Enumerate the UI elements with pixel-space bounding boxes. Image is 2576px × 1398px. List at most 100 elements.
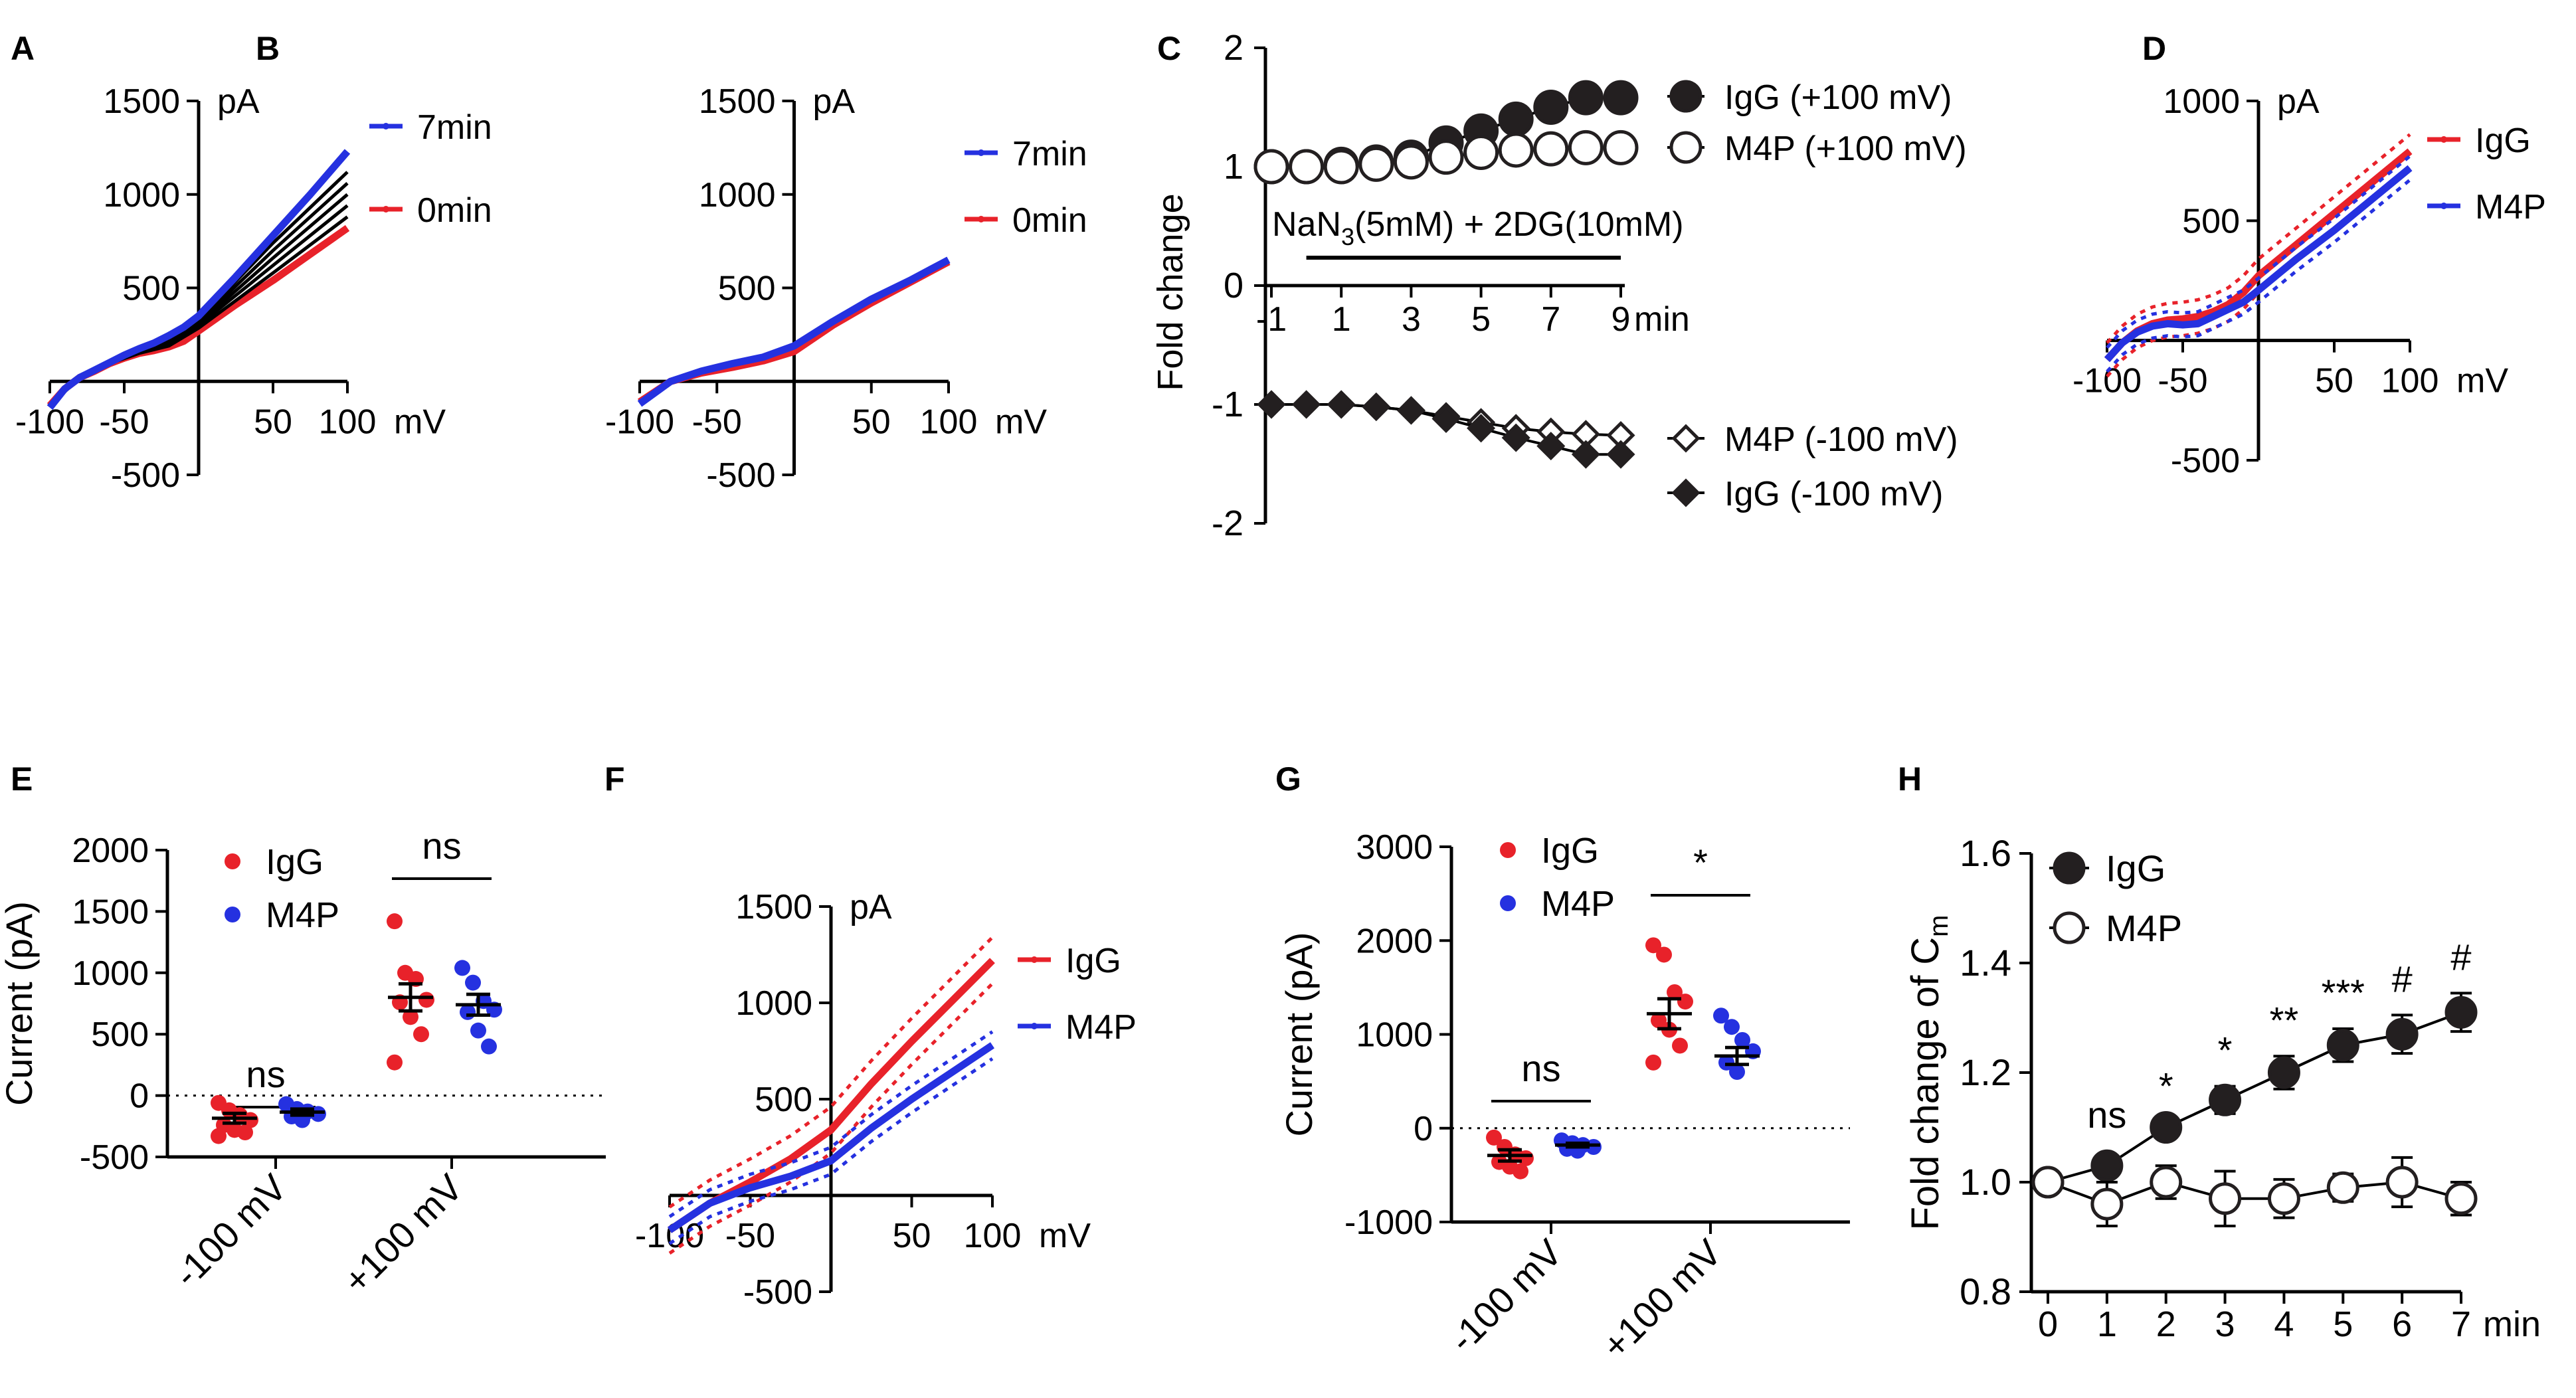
legend-dot-igg (2440, 136, 2447, 143)
data-point (1533, 131, 1569, 167)
legend-label-m4p: M4P (2475, 188, 2546, 226)
legend-label-0min: 0min (1012, 201, 1087, 240)
y-tick-label: -2 (1212, 503, 1243, 543)
y-tick-label: 0 (1414, 1110, 1433, 1148)
panel-label-G: G (1275, 760, 1301, 798)
data-point (1362, 393, 1391, 422)
y-tick-label: 1500 (735, 888, 812, 926)
legend-label-m4p: M4P (2106, 907, 2182, 949)
data-point-m4p (465, 974, 481, 991)
y-tick-label: 1000 (699, 176, 776, 215)
data-point-m4p (470, 1022, 486, 1039)
legend-label: M4P (+100 mV) (1724, 130, 1967, 168)
x-axis-unit: min (2483, 1304, 2541, 1344)
data-point-igg (2090, 1149, 2124, 1182)
significance-label: * (2218, 1029, 2233, 1071)
data-point (1606, 440, 1635, 469)
data-point-igg (1645, 1054, 1661, 1071)
data-point-igg (1667, 984, 1683, 1000)
data-point (1533, 90, 1569, 125)
data-point (1393, 144, 1429, 180)
data-point-igg (2150, 1111, 2183, 1144)
sem-upper-igg (2106, 133, 2411, 344)
y-tick-label: -500 (743, 1273, 812, 1312)
legend-dot-m4p (1500, 895, 1516, 911)
y-tick-label: 500 (755, 1081, 812, 1119)
x-axis-unit: mV (995, 402, 1047, 441)
data-point-igg (237, 1124, 253, 1141)
significance-label: *** (2322, 972, 2365, 1013)
data-point-igg (1513, 1163, 1528, 1180)
x-tick-label: -100 (15, 402, 84, 441)
x-tick-label: 7 (2451, 1304, 2471, 1344)
y-tick-label: 1500 (72, 893, 149, 931)
trace-m4p (667, 1042, 995, 1233)
x-tick-label: -50 (692, 402, 742, 441)
significance-label: * (2159, 1065, 2173, 1106)
legend-dot-7min (383, 123, 389, 130)
data-point (1289, 149, 1325, 185)
legend-marker (1671, 478, 1701, 507)
y-tick-label: 0 (130, 1077, 149, 1116)
data-point-igg (2209, 1083, 2242, 1116)
x-tick-label: -50 (725, 1217, 775, 1255)
legend-dot-m4p (2440, 203, 2447, 209)
data-point (1463, 135, 1499, 171)
x-tick-label: 9 (1611, 300, 1631, 339)
significance-label: ns (1521, 1047, 1560, 1089)
x-tick-label: 50 (852, 402, 891, 441)
legend-label: IgG (+100 mV) (1724, 78, 1952, 117)
x-tick-label: 2 (2156, 1304, 2176, 1344)
significance-label: # (2392, 958, 2413, 1000)
data-point-m4p (2444, 1182, 2478, 1215)
y-axis-unit: pA (850, 888, 892, 926)
data-point (1428, 139, 1464, 175)
x-tick-label: 6 (2392, 1304, 2412, 1344)
y-axis-unit: pA (2277, 82, 2320, 121)
x-axis-unit: mV (1039, 1217, 1091, 1255)
data-point (1327, 390, 1356, 419)
data-point (1257, 390, 1286, 419)
x-tick-label: 4 (2274, 1304, 2294, 1344)
x-tick-label: -100 (2072, 362, 2142, 400)
category-label-1: +100 mV (335, 1166, 471, 1302)
category-label-0: -100 mV (1441, 1231, 1570, 1360)
y-tick-label: 500 (2182, 202, 2240, 240)
x-tick-label: 100 (2381, 362, 2439, 400)
data-point (1501, 423, 1530, 452)
data-point-m4p (1734, 1031, 1750, 1048)
x-tick-label: -100 (605, 402, 674, 441)
x-tick-label: -50 (99, 402, 149, 441)
data-point-igg (387, 1054, 403, 1071)
data-point-m4p (2090, 1187, 2124, 1221)
y-tick-label: -500 (80, 1138, 149, 1177)
y-axis-title: Current (pA) (1278, 932, 1320, 1136)
legend-label-igg: IgG (266, 842, 323, 882)
y-tick-label: 2 (1224, 28, 1243, 68)
y-tick-label: -500 (111, 456, 180, 495)
legend-label-igg: IgG (2475, 122, 2531, 160)
data-point-m4p (1724, 1019, 1740, 1035)
data-point-m4p (481, 1038, 497, 1055)
data-point (1536, 432, 1566, 461)
data-point-igg (418, 992, 434, 1008)
data-point-m4p (2326, 1171, 2359, 1204)
x-tick-label: 3 (1402, 300, 1421, 339)
legend-dot-igg (1500, 842, 1516, 858)
data-point (1568, 130, 1604, 165)
y-axis-title: Fold change of Cm (1904, 915, 1954, 1230)
data-point-igg (387, 913, 403, 930)
data-point-m4p (1713, 1007, 1729, 1024)
data-point-igg (2326, 1029, 2359, 1062)
panel-label-B: B (256, 30, 280, 67)
x-tick-label: 1 (1332, 300, 1351, 339)
data-point (1292, 390, 1321, 419)
data-point-m4p (2031, 1166, 2065, 1199)
y-tick-label: 2000 (1356, 922, 1433, 960)
legend-dot-igg (225, 853, 240, 869)
x-tick-label: 50 (2315, 362, 2353, 400)
data-point-igg (1645, 937, 1661, 954)
x-tick-label: 0 (2038, 1304, 2058, 1344)
y-tick-label: 1.0 (1960, 1161, 2011, 1203)
